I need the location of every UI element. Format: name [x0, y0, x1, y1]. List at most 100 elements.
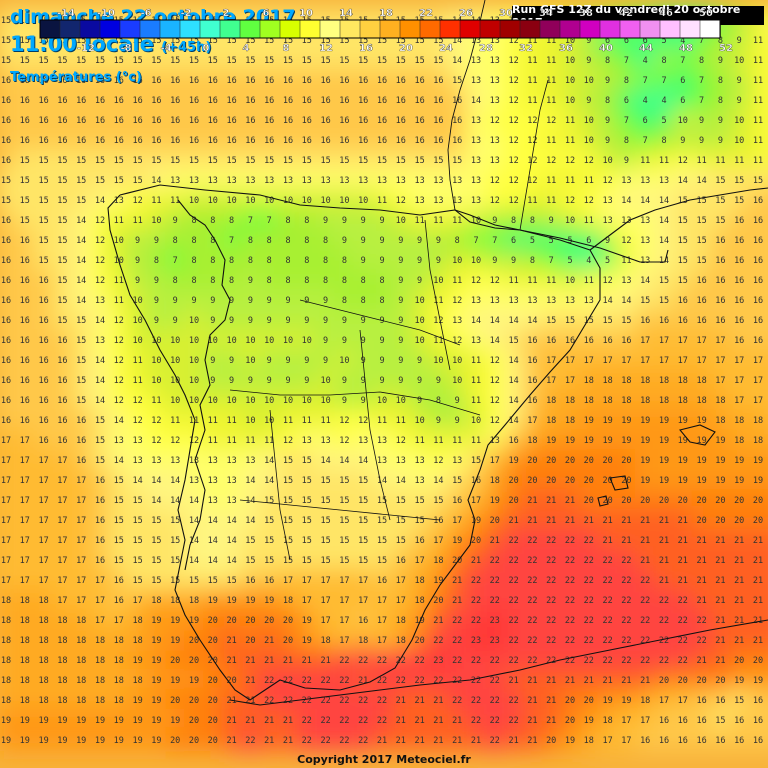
temperature-cell [447, 469, 469, 491]
temperature-cell [372, 329, 393, 351]
temperature-value: 13 [245, 176, 255, 186]
temperature-cell [202, 69, 224, 91]
temperature-cell [278, 429, 299, 451]
temperature-cell [766, 89, 768, 111]
temperature-cell [259, 129, 281, 151]
temperature-cell [146, 729, 168, 751]
temperature-cell [127, 49, 149, 71]
temperature-value: 11 [696, 156, 706, 166]
temperature-value: 15 [245, 556, 255, 566]
temperature-cell [165, 569, 187, 591]
temperature-cell [221, 149, 243, 171]
temperature-value: 9 [154, 236, 159, 246]
temperature-cell [146, 89, 168, 111]
temperature-cell [522, 509, 544, 531]
temperature-cell [484, 249, 506, 271]
temperature-value: 15 [358, 36, 368, 46]
temperature-value: 21 [678, 516, 688, 526]
temperature-cell [466, 729, 487, 751]
temperature-value: 11 [114, 216, 124, 226]
temperature-cell [541, 629, 563, 651]
temperature-cell [766, 569, 768, 591]
temperature-value: 19 [170, 676, 180, 686]
temperature-cell [748, 329, 768, 351]
temperature-cell [428, 689, 450, 711]
temperature-value: 17 [38, 516, 48, 526]
temperature-value: 18 [584, 396, 594, 406]
temperature-cell [372, 669, 393, 691]
temperature-cell [372, 209, 393, 231]
temperature-cell [353, 569, 375, 591]
temperature-value: 16 [358, 96, 368, 106]
temperature-cell [484, 229, 506, 251]
temperature-value: 21 [452, 736, 462, 746]
temperature-value: 16 [1, 416, 11, 426]
temperature-value: 8 [661, 56, 666, 66]
temperature-value: 19 [95, 716, 105, 726]
temperature-value: 21 [264, 716, 274, 726]
temperature-cell [353, 429, 375, 451]
temperature-value: 13 [226, 476, 236, 486]
temperature-value: 20 [602, 456, 612, 466]
temperature-value: 16 [527, 356, 537, 366]
temperature-value: 22 [358, 736, 368, 746]
temperature-value: 5 [605, 256, 610, 266]
temperature-value: 15 [189, 576, 199, 586]
temperature-value: 21 [433, 716, 443, 726]
temperature-cell [14, 449, 36, 471]
temperature-value: 19 [114, 736, 124, 746]
temperature-value: 22 [358, 696, 368, 706]
temperature-cell [90, 189, 111, 211]
temperature-cell [409, 49, 431, 71]
temperature-value: 5 [530, 236, 535, 246]
temperature-cell [90, 349, 111, 371]
temperature-value: 11 [226, 436, 236, 446]
temperature-value: 15 [57, 196, 67, 206]
temperature-cell [672, 49, 694, 71]
temperature-cell [503, 569, 525, 591]
temperature-cell [428, 709, 450, 731]
temperature-value: 22 [339, 676, 349, 686]
temperature-value: 15 [132, 576, 142, 586]
temperature-value: 11 [753, 36, 763, 46]
temperature-value: 13 [602, 216, 612, 226]
temperature-value: 9 [455, 396, 460, 406]
temperature-value: 16 [753, 736, 763, 746]
temperature-value: 17 [696, 356, 706, 366]
temperature-value: 13 [358, 176, 368, 186]
temperature-cell [484, 109, 506, 131]
temperature-value: 16 [57, 116, 67, 126]
temperature-value: 9 [173, 296, 178, 306]
temperature-cell [33, 69, 55, 91]
temperature-value: 17 [1, 576, 11, 586]
temperature-cell [466, 689, 487, 711]
temperature-cell [484, 189, 506, 211]
temperature-cell [748, 309, 768, 331]
temperature-cell [691, 469, 713, 491]
temperature-cell [597, 269, 619, 291]
temperature-value: 14 [264, 456, 274, 466]
temperature-cell [541, 369, 563, 391]
temperature-cell [315, 709, 337, 731]
temperature-cell [447, 649, 469, 671]
temperature-cell [654, 369, 675, 391]
temperature-cell [503, 449, 525, 471]
temperature-cell [541, 509, 563, 531]
temperature-value: 21 [678, 536, 688, 546]
temperature-value: 20 [283, 616, 293, 626]
temperature-cell [560, 289, 581, 311]
temperature-value: 16 [734, 316, 744, 326]
temperature-value: 14 [226, 536, 236, 546]
temperature-cell [33, 329, 55, 351]
temperature-cell [390, 109, 412, 131]
temperature-value: 19 [20, 716, 30, 726]
temperature-value: 21 [226, 736, 236, 746]
temperature-cell [240, 369, 262, 391]
temperature-cell [691, 449, 713, 471]
temperature-value: 9 [191, 296, 196, 306]
temperature-cell [353, 329, 375, 351]
temperature-value: 10 [396, 216, 406, 226]
temperature-cell [503, 89, 525, 111]
temperature-value: 12 [546, 156, 556, 166]
temperature-cell [353, 449, 375, 471]
